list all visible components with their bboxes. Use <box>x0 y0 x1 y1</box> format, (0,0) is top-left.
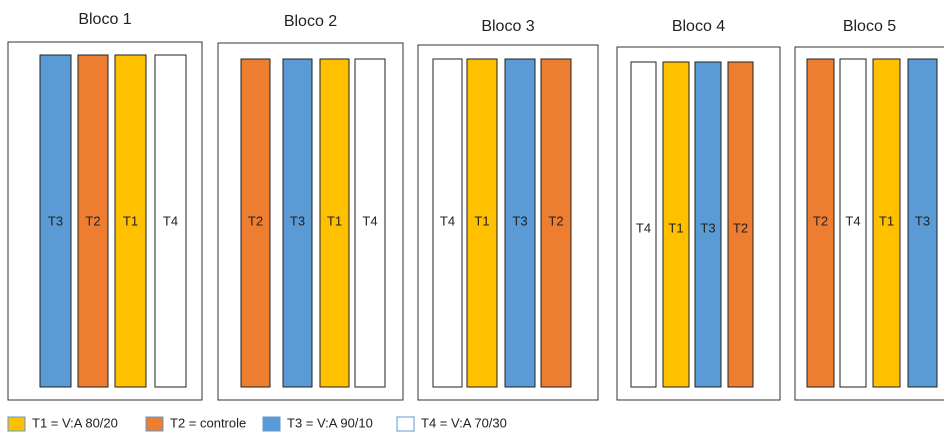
plot-strip <box>727 61 754 388</box>
plot-strip <box>839 58 867 388</box>
plot-label: T3 <box>700 220 715 235</box>
plot-strip <box>540 58 572 388</box>
plot-label: T2 <box>813 213 828 228</box>
plot-strip <box>630 61 657 388</box>
plot-label: T4 <box>636 220 651 235</box>
plot-label: T3 <box>512 213 527 228</box>
plot-label: T4 <box>362 213 377 228</box>
plot-strip <box>282 58 313 388</box>
block-title: Bloco 1 <box>78 11 131 28</box>
legend-swatch <box>262 416 281 432</box>
plot-label: T1 <box>474 213 489 228</box>
plot-strip <box>240 58 271 388</box>
plot-label: T1 <box>327 213 342 228</box>
plot-label: T2 <box>733 220 748 235</box>
plot-label: T1 <box>668 220 683 235</box>
legend-swatch <box>145 416 164 432</box>
plot-strip <box>806 58 835 388</box>
legend-text: T4 = V:A 70/30 <box>421 415 507 430</box>
block-frame <box>417 44 599 401</box>
block-title: Bloco 4 <box>672 18 725 35</box>
plot-label: T4 <box>845 213 860 228</box>
plot-label: T3 <box>915 213 930 228</box>
plot-strip <box>662 61 690 388</box>
plot-label: T3 <box>48 213 63 228</box>
plot-label: T1 <box>879 213 894 228</box>
plot-label: T2 <box>85 213 100 228</box>
plot-strip <box>694 61 722 388</box>
block-frame <box>7 41 203 401</box>
plot-strip <box>319 58 350 388</box>
plot-strip <box>907 58 938 388</box>
plot-strip <box>39 54 72 388</box>
plot-label: T2 <box>248 213 263 228</box>
block-title: Bloco 3 <box>481 18 534 35</box>
plot-strip <box>872 58 901 388</box>
plot-strip <box>354 58 386 388</box>
plot-strip <box>504 58 536 388</box>
legend-text: T3 = V:A 90/10 <box>287 415 373 430</box>
plot-label: T3 <box>290 213 305 228</box>
plot-label: T4 <box>440 213 455 228</box>
block-frame <box>794 46 944 401</box>
legend-text: T1 = V:A 80/20 <box>32 415 118 430</box>
plot-strip <box>154 54 187 388</box>
plot-label: T4 <box>163 213 178 228</box>
plot-label: T2 <box>548 213 563 228</box>
plot-label: T1 <box>123 213 138 228</box>
plot-strip <box>432 58 463 388</box>
block-frame <box>217 42 404 401</box>
legend-swatch <box>396 416 415 432</box>
block-title: Bloco 2 <box>284 13 337 30</box>
block-frame <box>616 46 781 401</box>
plot-strip <box>77 54 109 388</box>
legend-swatch <box>7 416 26 432</box>
plot-strip <box>114 54 147 388</box>
legend-text: T2 = controle <box>170 415 246 430</box>
block-title: Bloco 5 <box>843 18 896 35</box>
plot-strip <box>466 58 498 388</box>
